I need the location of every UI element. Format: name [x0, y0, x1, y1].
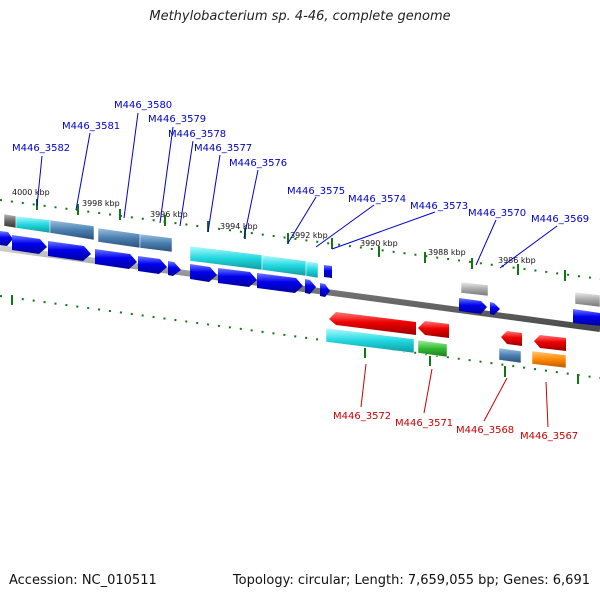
gene-bar[interactable]	[139, 233, 173, 253]
scale-label: 3988 kbp	[428, 248, 466, 257]
page-title: Methylobacterium sp. 4-46, complete geno…	[149, 9, 451, 24]
scale-labels: 4000 kbp 3998 kbp 3996 kbp 3994 kbp 3992…	[12, 188, 536, 265]
cds-arrow[interactable]	[218, 268, 257, 287]
reverse-feature-bars	[325, 327, 567, 369]
gene-bar[interactable]	[261, 254, 307, 277]
gene-bar[interactable]	[3, 213, 17, 229]
cds-arrow[interactable]	[48, 241, 91, 261]
gene-label[interactable]: M446_3579	[148, 114, 206, 125]
cds-arrow[interactable]	[12, 235, 47, 254]
gene-label[interactable]: M446_3574	[348, 194, 406, 205]
cds-arrow[interactable]	[0, 231, 13, 246]
scale-track-bottom	[0, 295, 600, 379]
gene-label[interactable]: M446_3581	[62, 121, 120, 132]
gene-label[interactable]: M446_3568	[456, 425, 514, 436]
cds-arrow[interactable]	[573, 309, 600, 326]
forward-gene-labels: M446_3582 M446_3581 M446_3580 M446_3579 …	[12, 100, 589, 225]
scale-label: 4000 kbp	[12, 188, 50, 197]
gene-label[interactable]: M446_3567	[520, 431, 578, 442]
cds-arrow[interactable]	[490, 302, 500, 315]
gene-bar[interactable]	[49, 219, 95, 241]
gene-label[interactable]: M446_3582	[12, 143, 70, 154]
forward-cds-arrows	[0, 231, 600, 326]
gene-bar[interactable]	[531, 350, 567, 369]
accession-label: Accession: NC_010511	[9, 573, 157, 588]
reverse-label-leaders	[360, 363, 549, 428]
gene-bar[interactable]	[460, 281, 489, 297]
gene-label[interactable]: M446_3572	[333, 411, 391, 422]
cds-arrow[interactable]	[190, 264, 217, 282]
scale-label: 3992 kbp	[290, 231, 328, 240]
gene-label[interactable]: M446_3575	[287, 186, 345, 197]
scale-label: 3986 kbp	[498, 256, 536, 265]
gene-bar[interactable]	[417, 339, 448, 358]
cds-arrow[interactable]	[320, 283, 330, 297]
cds-arrow[interactable]	[324, 265, 332, 278]
cds-arrow[interactable]	[459, 298, 487, 314]
scale-label: 3994 kbp	[220, 222, 258, 231]
cds-arrow[interactable]	[418, 321, 449, 338]
gene-bar[interactable]	[325, 327, 415, 354]
forward-feature-bars	[3, 213, 600, 308]
forward-label-leaders	[36, 112, 558, 269]
cds-arrow[interactable]	[168, 261, 181, 276]
gene-label[interactable]: M446_3570	[468, 208, 526, 219]
gene-label[interactable]: M446_3578	[168, 129, 226, 140]
cds-arrow[interactable]	[329, 312, 416, 335]
cds-arrow[interactable]	[95, 249, 137, 269]
gene-bar[interactable]	[498, 347, 522, 364]
reverse-gene-labels: M446_3572 M446_3571 M446_3568 M446_3567	[333, 411, 578, 442]
genome-summary: Topology: circular; Length: 7,659,055 bp…	[232, 573, 590, 588]
gene-label[interactable]: M446_3580	[114, 100, 172, 111]
reverse-cds-arrows	[329, 312, 566, 351]
cds-arrow[interactable]	[305, 279, 316, 294]
gene-bar[interactable]	[574, 291, 600, 308]
scale-track-top	[0, 199, 600, 280]
scale-label: 3996 kbp	[150, 210, 188, 219]
gene-bar[interactable]	[305, 260, 319, 279]
cds-arrow[interactable]	[534, 335, 566, 351]
gene-label[interactable]: M446_3569	[531, 214, 589, 225]
gene-label[interactable]: M446_3571	[395, 418, 453, 429]
gene-bar[interactable]	[97, 227, 141, 249]
gene-label[interactable]: M446_3576	[229, 158, 287, 169]
scale-label: 3998 kbp	[82, 199, 120, 208]
cds-arrow[interactable]	[257, 273, 303, 293]
gene-label[interactable]: M446_3577	[194, 143, 252, 154]
cds-arrow[interactable]	[501, 331, 522, 346]
scale-label: 3990 kbp	[360, 239, 398, 248]
cds-arrow[interactable]	[138, 256, 167, 274]
gene-label[interactable]: M446_3573	[410, 201, 468, 212]
gene-bar[interactable]	[15, 215, 51, 234]
